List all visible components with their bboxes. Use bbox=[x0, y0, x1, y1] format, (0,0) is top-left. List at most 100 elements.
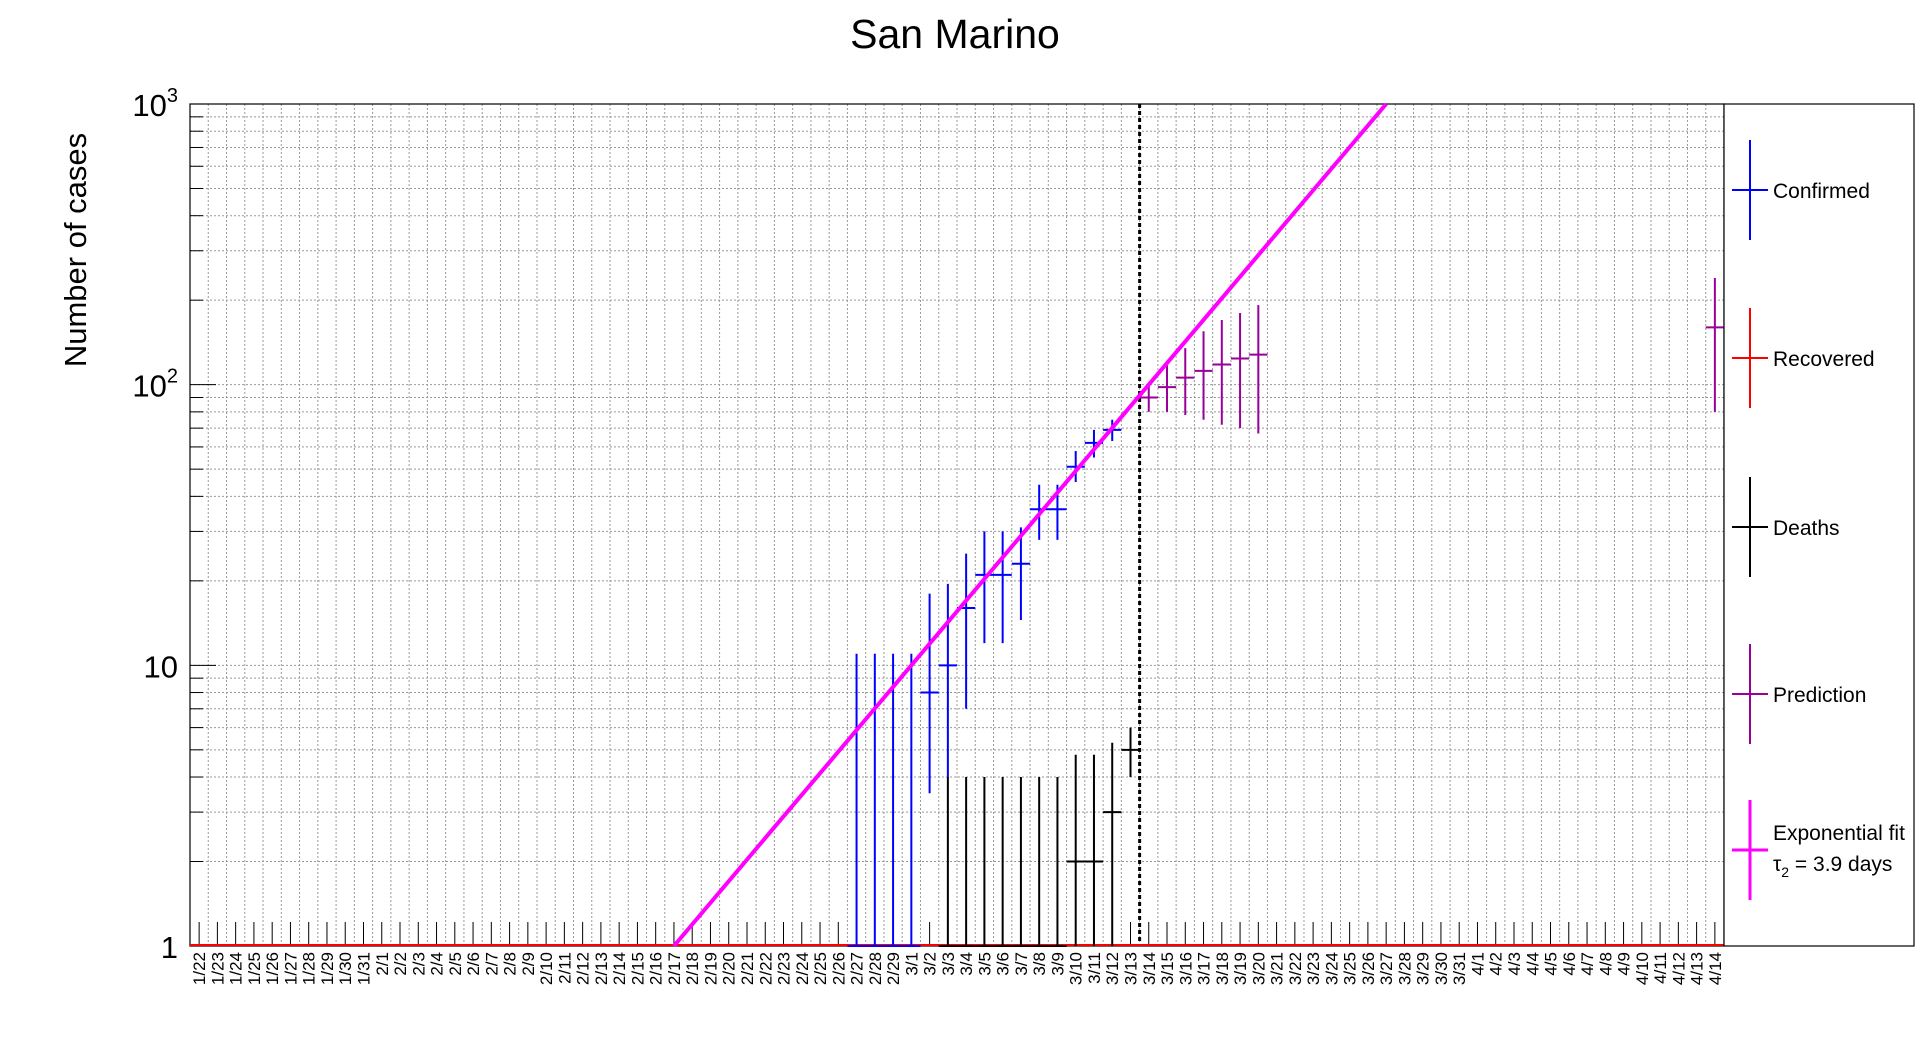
legend-label-prediction: Prediction bbox=[1773, 684, 1866, 707]
x-tick-label: 1/28 bbox=[300, 952, 319, 985]
x-tick-label: 3/23 bbox=[1304, 952, 1323, 985]
x-tick-label: 4/11 bbox=[1651, 952, 1670, 984]
x-tick-label: 2/3 bbox=[409, 952, 428, 976]
x-tick-label: 1/31 bbox=[354, 952, 373, 985]
x-tick-label: 2/9 bbox=[519, 952, 538, 976]
data-layer bbox=[190, 102, 1724, 948]
x-tick-label: 3/7 bbox=[1012, 952, 1031, 976]
x-tick-label: 4/12 bbox=[1669, 952, 1688, 985]
grid-layer bbox=[189, 104, 1725, 947]
x-tick-label: 3/6 bbox=[994, 952, 1013, 976]
tau-symbol: τ bbox=[1773, 853, 1782, 876]
y-tick-base: 10 bbox=[132, 369, 166, 404]
exponential-fit-line bbox=[672, 102, 1388, 948]
x-tick-label: 2/22 bbox=[756, 952, 775, 985]
x-tick-label: 3/1 bbox=[902, 952, 921, 976]
x-tick-label: 2/27 bbox=[848, 952, 867, 985]
x-tick-label: 4/14 bbox=[1706, 952, 1725, 985]
x-tick-label: 1/25 bbox=[245, 952, 264, 985]
x-tick-label: 4/2 bbox=[1487, 952, 1506, 976]
x-tick-label: 3/21 bbox=[1268, 952, 1287, 985]
doubling-time-text: = 3.9 days bbox=[1789, 853, 1892, 876]
x-tick-label: 4/3 bbox=[1505, 952, 1524, 976]
chart-title: San Marino bbox=[850, 11, 1060, 57]
x-tick-label: 4/7 bbox=[1578, 952, 1597, 976]
x-tick-label: 4/4 bbox=[1523, 952, 1542, 976]
x-tick-label: 2/20 bbox=[720, 952, 739, 985]
x-tick-label: 2/2 bbox=[391, 952, 410, 976]
x-tick-label: 1/23 bbox=[208, 952, 227, 985]
x-tick-label: 2/24 bbox=[793, 952, 812, 985]
x-tick-label: 2/6 bbox=[464, 952, 483, 976]
x-tick-label: 3/26 bbox=[1359, 952, 1378, 985]
x-tick-label: 3/5 bbox=[975, 952, 994, 976]
x-tick-label: 3/15 bbox=[1158, 952, 1177, 985]
x-tick-label: 2/15 bbox=[628, 952, 647, 985]
y-axis-label: Number of cases bbox=[58, 133, 93, 367]
x-tick-label: 3/30 bbox=[1432, 952, 1451, 985]
x-tick-label: 4/13 bbox=[1688, 952, 1707, 985]
x-tick-label: 2/12 bbox=[574, 952, 593, 985]
x-tick-label: 1/22 bbox=[190, 952, 209, 985]
x-tick-label: 4/10 bbox=[1633, 952, 1652, 985]
x-tick-label: 2/25 bbox=[811, 952, 830, 985]
x-tick-label: 3/16 bbox=[1176, 952, 1195, 985]
x-tick-label: 2/8 bbox=[501, 952, 520, 976]
x-tick-label: 3/28 bbox=[1395, 952, 1414, 985]
y-tick-exponent: 2 bbox=[167, 366, 178, 388]
x-tick-label: 2/29 bbox=[884, 952, 903, 985]
x-tick-label: 2/26 bbox=[829, 952, 848, 985]
x-tick-label: 2/11 bbox=[555, 952, 574, 984]
x-tick-label: 3/11 bbox=[1085, 952, 1104, 984]
x-tick-label: 3/9 bbox=[1048, 952, 1067, 976]
x-tick-label: 3/12 bbox=[1103, 952, 1122, 985]
legend-label-exponential-fit: Exponential fit bbox=[1773, 822, 1905, 845]
x-tick-label: 3/20 bbox=[1249, 952, 1268, 985]
x-tick-label: 2/28 bbox=[866, 952, 885, 985]
x-tick-label: 1/26 bbox=[263, 952, 282, 985]
x-tick-label: 2/21 bbox=[738, 952, 757, 985]
legend-label-deaths: Deaths bbox=[1773, 517, 1840, 540]
x-tick-label: 1/29 bbox=[318, 952, 337, 985]
x-tick-label: 2/7 bbox=[482, 952, 501, 976]
y-tick-label: 1 bbox=[161, 930, 178, 965]
x-tick-label: 1/30 bbox=[336, 952, 355, 985]
x-tick-label: 3/2 bbox=[921, 952, 940, 976]
x-tick-label: 3/14 bbox=[1140, 952, 1159, 985]
x-tick-label: 3/3 bbox=[939, 952, 958, 976]
tau-subscript: 2 bbox=[1781, 864, 1789, 880]
x-tick-label: 3/10 bbox=[1067, 952, 1086, 985]
x-tick-label: 4/1 bbox=[1468, 952, 1487, 976]
x-tick-label: 3/19 bbox=[1231, 952, 1250, 985]
y-tick-exponent: 3 bbox=[167, 85, 178, 107]
x-tick-label: 2/1 bbox=[373, 952, 392, 976]
x-tick-label: 3/4 bbox=[957, 952, 976, 976]
x-tick-label: 2/5 bbox=[446, 952, 465, 976]
x-tick-label: 3/8 bbox=[1030, 952, 1049, 976]
x-tick-label: 2/19 bbox=[701, 952, 720, 985]
x-tick-label: 2/14 bbox=[610, 952, 629, 985]
legend-label-recovered: Recovered bbox=[1773, 348, 1875, 371]
x-tick-label: 3/17 bbox=[1195, 952, 1214, 985]
x-tick-label: 3/13 bbox=[1121, 952, 1140, 985]
x-tick-label: 1/24 bbox=[227, 952, 246, 985]
x-tick-label: 3/22 bbox=[1286, 952, 1305, 985]
x-tick-label: 1/27 bbox=[281, 952, 300, 985]
x-tick-label: 4/6 bbox=[1560, 952, 1579, 976]
legend-label-confirmed: Confirmed bbox=[1773, 180, 1870, 203]
legend-fit-annotation: τ2 = 3.9 days bbox=[1773, 853, 1892, 880]
x-tick-label: 2/4 bbox=[428, 952, 447, 976]
x-tick-label: 3/29 bbox=[1414, 952, 1433, 985]
y-tick-label: 103 bbox=[132, 85, 178, 123]
x-tick-label: 2/10 bbox=[537, 952, 556, 985]
legend-box bbox=[1723, 103, 1915, 947]
y-tick-label: 102 bbox=[132, 366, 178, 404]
x-tick-label: 2/18 bbox=[683, 952, 702, 985]
x-tick-label: 3/31 bbox=[1450, 952, 1469, 985]
y-tick-label: 10 bbox=[144, 649, 178, 684]
x-tick-label: 4/8 bbox=[1596, 952, 1615, 976]
x-tick-label: 3/24 bbox=[1322, 952, 1341, 985]
